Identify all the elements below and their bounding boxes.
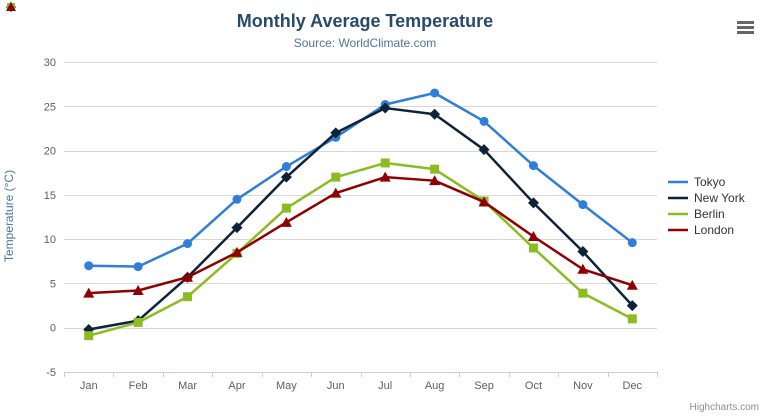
data-point-berlin[interactable] [430, 164, 440, 174]
data-point-new-york[interactable] [478, 144, 490, 156]
y-axis-tick-label: 10 [44, 234, 56, 246]
data-point-new-york[interactable] [231, 222, 243, 234]
triangle-legend-marker-icon [668, 228, 688, 232]
credits-link[interactable]: Highcharts.com [689, 402, 759, 413]
data-point-london[interactable] [577, 263, 589, 274]
data-point-berlin[interactable] [380, 158, 390, 168]
x-axis-tick-label: Sep [474, 380, 494, 392]
data-point-berlin[interactable] [528, 243, 538, 253]
x-axis-tick-label: May [276, 380, 297, 392]
data-point-tokyo[interactable] [133, 262, 143, 272]
x-axis-tick-label: Feb [129, 380, 148, 392]
data-point-new-york[interactable] [527, 197, 539, 209]
legend-label: London [694, 223, 735, 237]
x-axis-tick-label: Aug [425, 380, 445, 392]
circle-legend-marker-icon [668, 180, 688, 184]
series-line-new-york [87, 106, 634, 331]
data-point-london[interactable] [330, 187, 342, 198]
data-point-berlin[interactable] [133, 317, 143, 327]
chart-subtitle: Source: WorldClimate.com [293, 36, 437, 50]
x-axis-tick-label: Oct [525, 380, 542, 392]
y-axis-tick-label: 30 [44, 57, 56, 69]
data-point-tokyo[interactable] [84, 261, 94, 271]
data-point-london[interactable] [182, 271, 194, 282]
data-point-berlin[interactable] [331, 172, 341, 182]
data-point-new-york[interactable] [577, 246, 589, 258]
data-point-london[interactable] [626, 279, 638, 290]
chart-title: Monthly Average Temperature [236, 11, 494, 31]
triangle-marker[interactable] [6, 2, 16, 11]
legend-item-berlin[interactable]: Berlin [667, 206, 745, 222]
series-line-berlin [87, 161, 634, 337]
x-axis-tick-label: Jan [80, 380, 98, 392]
y-axis-tick-label: 5 [50, 278, 56, 290]
y-axis-tick-label: 25 [44, 101, 56, 113]
diamond-legend-marker-icon [668, 196, 688, 200]
data-point-tokyo[interactable] [479, 116, 489, 126]
data-point-berlin[interactable] [84, 331, 94, 341]
x-axis-tick-label: Nov [573, 380, 593, 392]
data-point-tokyo[interactable] [183, 239, 193, 249]
data-point-london[interactable] [429, 175, 441, 186]
x-axis-tick-label: Jul [378, 380, 392, 392]
series-line-tokyo [87, 91, 634, 268]
x-axis-tick-label: Apr [228, 380, 245, 392]
data-point-tokyo[interactable] [232, 194, 242, 204]
x-axis-tick-label: Dec [623, 380, 643, 392]
data-point-tokyo[interactable] [528, 161, 538, 171]
data-point-berlin[interactable] [627, 314, 637, 324]
data-point-berlin[interactable] [281, 203, 291, 213]
y-axis-tick-label: 20 [44, 146, 56, 158]
data-point-london[interactable] [478, 196, 490, 207]
data-point-london[interactable] [132, 285, 144, 296]
data-point-tokyo[interactable] [430, 88, 440, 98]
data-point-new-york[interactable] [429, 108, 441, 120]
data-point-london[interactable] [379, 171, 391, 182]
data-point-london[interactable] [83, 287, 95, 298]
data-point-new-york[interactable] [626, 300, 638, 312]
square-legend-marker-icon [668, 212, 688, 216]
data-point-tokyo[interactable] [578, 200, 588, 210]
y-axis-tick-label: 0 [50, 323, 56, 335]
y-axis-tick-label: 15 [44, 190, 56, 202]
data-point-london[interactable] [231, 246, 243, 257]
y-axis-tick-label: -5 [46, 367, 56, 379]
data-point-berlin[interactable] [183, 292, 193, 302]
y-axis-title: Temperature (°C) [2, 169, 16, 263]
legend-item-new-york[interactable]: New York [667, 190, 745, 206]
legend-label: New York [694, 191, 745, 205]
data-point-london[interactable] [280, 216, 292, 227]
data-point-new-york[interactable] [280, 171, 292, 183]
data-point-new-york[interactable] [330, 127, 342, 139]
data-point-berlin[interactable] [578, 288, 588, 298]
hamburger-icon [737, 20, 755, 34]
legend-label: Tokyo [694, 175, 726, 189]
data-point-tokyo[interactable] [627, 238, 637, 248]
data-point-new-york[interactable] [379, 102, 391, 114]
data-point-london[interactable] [527, 230, 539, 241]
legend-item-tokyo[interactable]: Tokyo [667, 174, 745, 190]
legend: Tokyo New York Berlin London [667, 174, 745, 238]
chart-context-menu-button[interactable] [734, 17, 758, 39]
data-point-tokyo[interactable] [281, 162, 291, 172]
legend-label: Berlin [694, 207, 725, 221]
legend-item-london[interactable]: London [667, 222, 745, 238]
x-axis-tick-label: Mar [178, 380, 197, 392]
x-axis-tick-label: Jun [327, 380, 345, 392]
series-line-london [87, 175, 634, 295]
